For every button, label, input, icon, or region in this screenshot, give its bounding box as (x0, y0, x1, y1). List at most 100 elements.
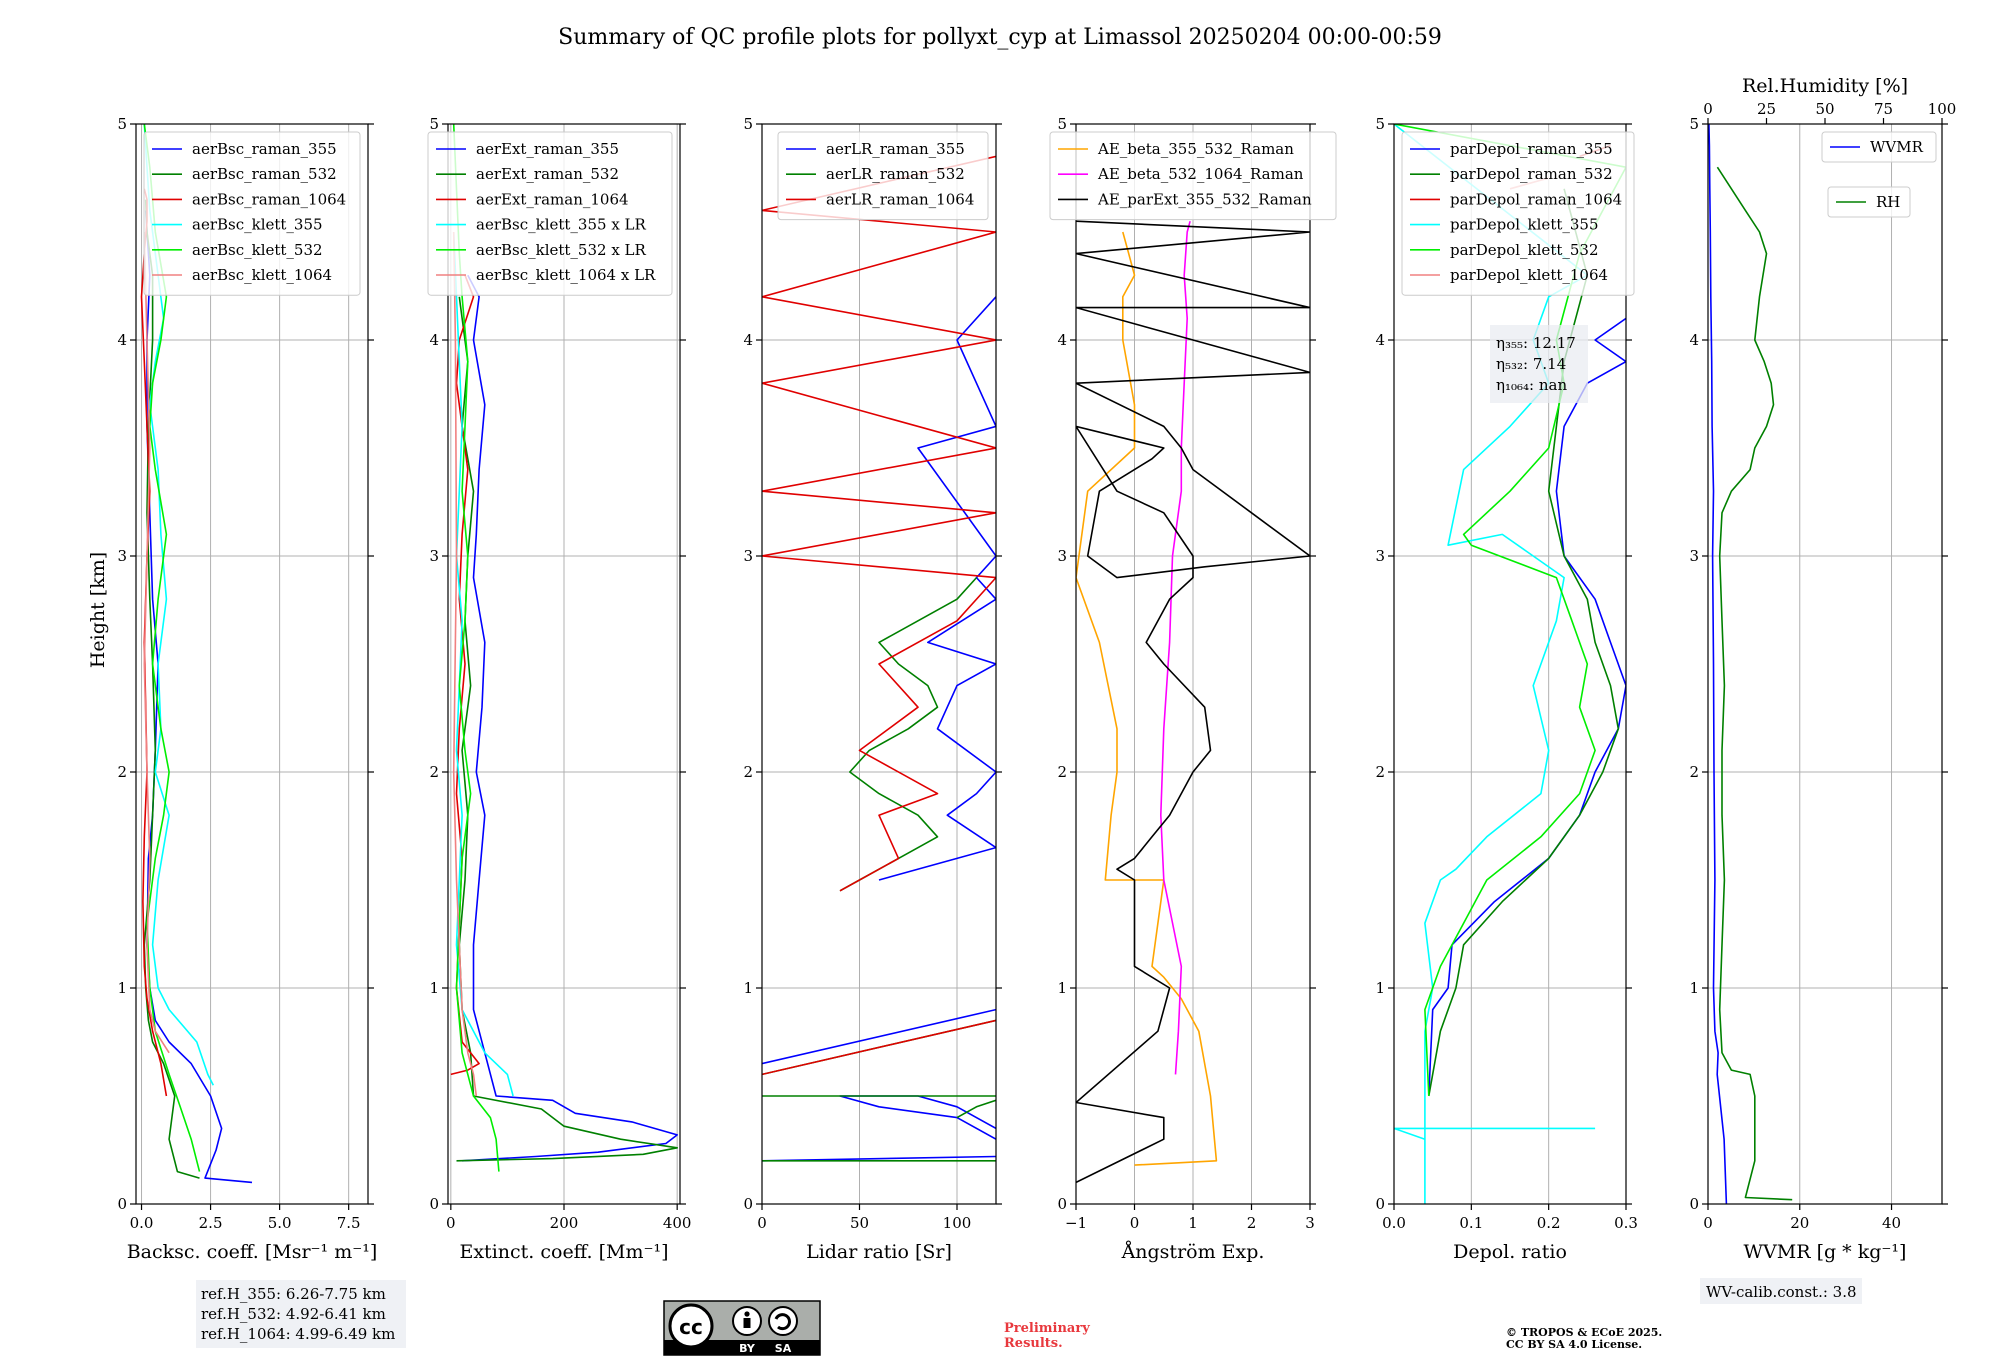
x-tick-label: 2 (1247, 1214, 1257, 1232)
legend-entry: aerBsc_klett_1064 (192, 266, 332, 284)
series-group (1708, 124, 1793, 1204)
series-line-aerBsc_klett_532 x LR (452, 124, 500, 1172)
legend: aerLR_raman_355 aerLR_raman_532 aerLR_rama… (777, 131, 989, 221)
preliminary-line-2: Results. (1004, 1336, 1063, 1351)
series-line-parDepol_raman_355 (1428, 317, 1626, 1097)
y-tick-label: 2 (1057, 763, 1067, 781)
legend-entry: aerExt_raman_1064 (476, 190, 629, 208)
y-tick-label: 2 (429, 763, 439, 781)
y-tick-label: 5 (743, 115, 753, 133)
x-tick-label: 0.3 (1614, 1214, 1638, 1232)
y-axis-label: Height [km] (87, 552, 109, 668)
legend: aerBsc_raman_355 aerBsc_raman_532 aerBsc_r… (143, 131, 361, 296)
x-tick-label: 0.1 (1459, 1214, 1483, 1232)
sa-icon (768, 1306, 798, 1336)
series-line-aerExt_raman_1064 (450, 274, 480, 1076)
panel-lidar_ratio: 0 50 100 0 1 2 3 4 5 Lidar ratio [Sr] aerLR_raman_… (743, 115, 1002, 1263)
y-tick-label: 1 (117, 979, 127, 997)
y-tick-label: 1 (1689, 979, 1699, 997)
top-tick-label: 25 (1757, 100, 1776, 118)
legend-entry: aerBsc_klett_532 (192, 241, 323, 259)
series-line-aerBsc_raman_532 (143, 199, 200, 1179)
by-label: BY (739, 1342, 756, 1355)
panels: 0.0 2.5 5.0 7.5 0 1 2 3 4 5 Backsc. coeff. [Msr⁻¹ … (117, 75, 1956, 1263)
x-tick-label: 400 (663, 1214, 692, 1232)
y-tick-label: 4 (1375, 331, 1385, 349)
legend-entry: aerLR_raman_532 (826, 165, 965, 183)
x-tick-label: 5.0 (268, 1214, 292, 1232)
series-line-RH (1716, 166, 1793, 1201)
series-line-WVMR (1708, 124, 1728, 1204)
y-tick-label: 3 (1057, 547, 1067, 565)
series-line-aerLR_raman_355 (762, 1008, 996, 1065)
legend-entry: aerBsc_klett_355 (192, 216, 323, 234)
x-axis-label: Ångström Exp. (1121, 1241, 1265, 1263)
panel-wvmr: 0 20 40 0 1 2 3 4 5 WVMR [g * kg⁻¹] 0 25 50 75 100 Rel.… (1689, 75, 1956, 1263)
series-line-aerBsc_klett_1064 (143, 231, 170, 1054)
y-tick-label: 1 (1057, 979, 1067, 997)
y-tick-label: 0 (429, 1195, 439, 1213)
axes-frame (1707, 123, 1943, 1205)
y-tick-label: 3 (1689, 547, 1699, 565)
y-tick-label: 0 (1375, 1195, 1385, 1213)
series-group (762, 155, 996, 1162)
legend: WVMR (1821, 131, 1937, 163)
legend-entry: AE_parExt_355_532_Raman (1097, 190, 1312, 208)
y-tick-label: 2 (117, 763, 127, 781)
cc-license-badge: cc BY SA (663, 1300, 821, 1356)
y-tick-label: 3 (1375, 547, 1385, 565)
x-axis-label: WVMR [g * kg⁻¹] (1744, 1241, 1907, 1263)
legend-entry: aerExt_raman_355 (476, 140, 619, 158)
x-axis-label: Lidar ratio [Sr] (806, 1241, 952, 1263)
legend-entry: aerBsc_raman_1064 (192, 190, 346, 208)
y-tick-label: 2 (1375, 763, 1385, 781)
wv-calib-box: WV-calib.const.: 3.8 (1700, 1278, 1862, 1304)
y-tick-label: 1 (743, 979, 753, 997)
series-line-aerExt_raman_532 (456, 296, 679, 1162)
x-tick-label: 0 (1130, 1214, 1140, 1232)
series-line-aerLR_raman_1064 (762, 1019, 996, 1076)
refh-1064: ref.H_1064: 4.99-6.49 km (201, 1325, 395, 1343)
legend-entry: aerLR_raman_355 (826, 140, 965, 158)
sa-label: SA (775, 1342, 792, 1355)
axes-frame (135, 123, 369, 1205)
y-tick-label: 4 (743, 331, 753, 349)
x-tick-label: 100 (943, 1214, 972, 1232)
x-tick-label: 0 (1703, 1214, 1713, 1232)
series-line-aerBsc_raman_355 (144, 210, 253, 1184)
legend: AE_beta_355_532_Raman AE_beta_532_1064_Ra… (1049, 131, 1337, 221)
x-axis-label: Backsc. coeff. [Msr⁻¹ m⁻¹] (127, 1241, 378, 1263)
x-tick-label: 1 (1188, 1214, 1198, 1232)
y-tick-label: 5 (117, 115, 127, 133)
series-line-aerLR_raman_1064 (762, 155, 996, 892)
y-tick-label: 4 (1057, 331, 1067, 349)
x-tick-label: 7.5 (337, 1214, 361, 1232)
x-tick-label: 3 (1305, 1214, 1315, 1232)
y-tick-label: 4 (429, 331, 439, 349)
x-tick-label: −1 (1065, 1214, 1087, 1232)
panel-depol: 0.0 0.1 0.2 0.3 0 1 2 3 4 5 Depol. ratio parDepol_r… (1375, 115, 1637, 1263)
legend-entry: parDepol_klett_532 (1450, 241, 1599, 259)
figure-title: Summary of QC profile plots for pollyxt_… (558, 25, 1442, 50)
legend-entry: aerBsc_klett_532 x LR (476, 241, 647, 259)
eta-info-box: η₃₅₅: 12.17 η₅₃₂: 7.14 η₁₀₆₄: nan (1490, 325, 1588, 403)
top-tick-label: 50 (1815, 100, 1834, 118)
refh-info-box: ref.H_355: 6.26-7.75 km ref.H_532: 4.92-… (196, 1280, 406, 1348)
x-tick-label: 40 (1882, 1214, 1901, 1232)
y-tick-label: 0 (743, 1195, 753, 1213)
y-tick-label: 0 (1057, 1195, 1067, 1213)
y-tick-label: 4 (1689, 331, 1699, 349)
copyright-line-2: CC BY SA 4.0 License. (1506, 1338, 1642, 1351)
series-line-aerExt_raman_355 (462, 274, 679, 1162)
y-tick-label: 3 (743, 547, 753, 565)
legend-entry: aerExt_raman_532 (476, 165, 619, 183)
x-tick-label: 2.5 (199, 1214, 223, 1232)
axes-frame (761, 123, 997, 1205)
legend-entry: aerBsc_klett_355 x LR (476, 216, 647, 234)
legend-entry: aerBsc_klett_1064 x LR (476, 266, 656, 284)
cc-symbol: cc (679, 1315, 703, 1339)
top-tick-label: 75 (1874, 100, 1893, 118)
legend-entry: AE_beta_532_1064_Raman (1097, 165, 1304, 183)
series-line-AE_beta_355_532_Raman (1076, 231, 1218, 1166)
